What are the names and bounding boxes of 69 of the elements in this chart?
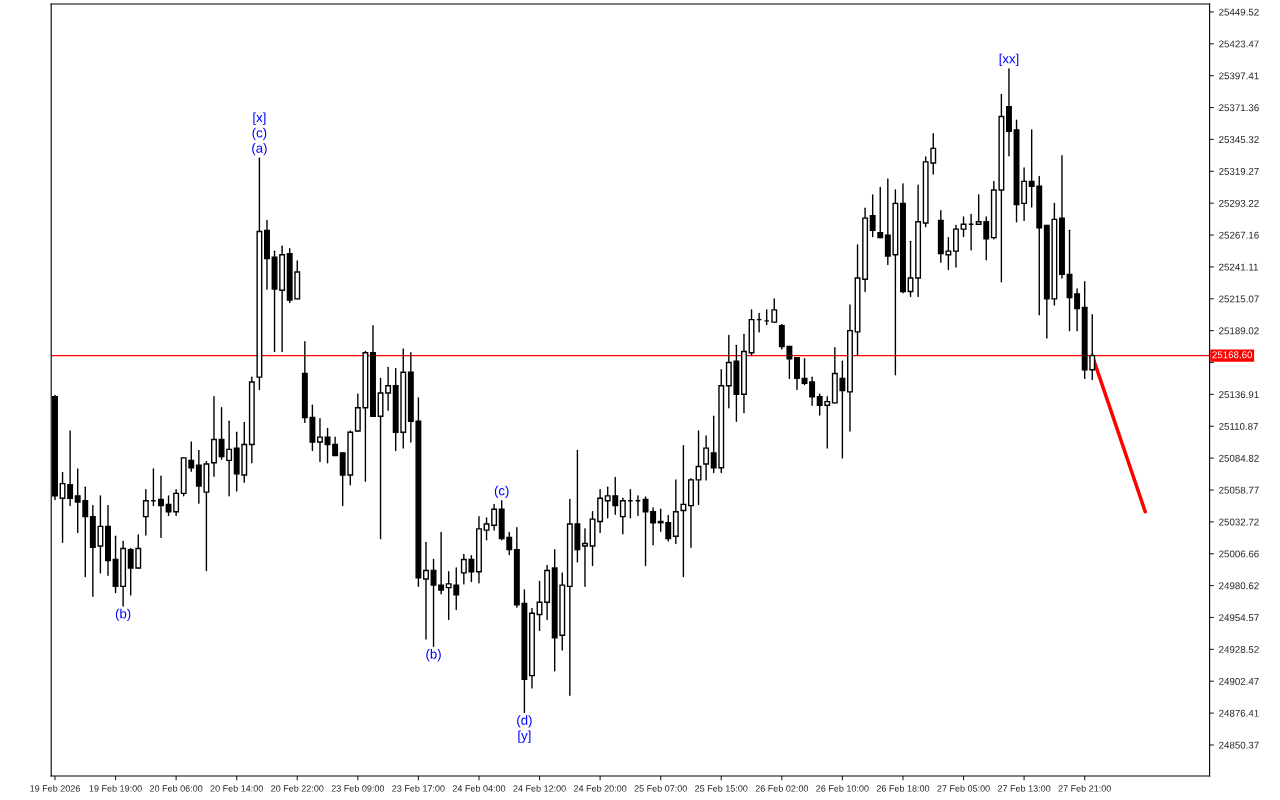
- x-tick-label: 20 Feb 14:00: [210, 785, 263, 792]
- y-tick-label: 24902.47: [1219, 677, 1259, 685]
- y-tick-label: 24850.37: [1219, 741, 1259, 749]
- candlestick: [695, 430, 702, 506]
- candlestick: [1021, 167, 1028, 222]
- candlestick: [680, 444, 687, 578]
- y-tick-label: 25293.22: [1219, 199, 1259, 207]
- y-tick-label: 25215.07: [1219, 295, 1259, 303]
- candlestick: [582, 528, 588, 588]
- candlestick: [317, 418, 323, 463]
- x-tick-label: 26 Feb 10:00: [816, 785, 869, 792]
- ref-line-label: 25168.60: [1212, 351, 1253, 359]
- x-tick-label: 25 Feb 07:00: [634, 785, 687, 792]
- x-tick-label: 24 Feb 04:00: [452, 785, 506, 792]
- y-tick-label: 25371.36: [1219, 104, 1259, 112]
- candlestick: [877, 186, 884, 239]
- y-tick-label: 25241.11: [1219, 263, 1258, 271]
- x-tick-label: 25 Feb 15:00: [695, 785, 748, 792]
- x-tick-label: 24 Feb 12:00: [513, 785, 566, 792]
- y-tick-label: 25084.82: [1219, 454, 1259, 462]
- candlestick: [619, 497, 626, 535]
- x-tick-label: 20 Feb 22:00: [271, 785, 324, 792]
- annotation: [xx]: [999, 53, 1019, 67]
- candlestick: [794, 356, 800, 391]
- y-tick-label: 25110.87: [1219, 422, 1258, 430]
- y-tick-label: 25397.41: [1219, 72, 1259, 80]
- annotation: (c): [494, 485, 509, 498]
- x-tick-label: 27 Feb 05:00: [937, 785, 990, 792]
- annotation: (d): [517, 715, 532, 728]
- candlestick: [771, 298, 778, 323]
- y-tick-label: 24954.57: [1219, 614, 1259, 622]
- annotation: [x]: [253, 112, 266, 125]
- candlestick: [960, 216, 967, 238]
- annotation: (c): [252, 127, 267, 141]
- annotation: [y]: [518, 730, 531, 743]
- x-tick-label: 19 Feb 19:00: [89, 785, 142, 792]
- y-tick-label: 25136.91: [1219, 391, 1259, 399]
- candlestick: [423, 541, 429, 640]
- candlestick: [158, 475, 164, 539]
- y-tick-label: 25267.16: [1219, 231, 1259, 239]
- candlestick: [142, 489, 149, 536]
- candlestick: [869, 194, 876, 238]
- y-tick-label: 25345.32: [1219, 136, 1259, 144]
- candlestick: [1074, 288, 1081, 332]
- x-tick-label: 27 Feb 21:00: [1058, 785, 1111, 792]
- y-tick-label: 25006.66: [1219, 550, 1259, 558]
- y-tick-label: 24876.41: [1219, 709, 1259, 717]
- y-tick-label: 24928.52: [1219, 646, 1259, 653]
- x-tick-label: 23 Feb 17:00: [392, 785, 445, 792]
- x-tick-label: 23 Feb 09:00: [331, 785, 385, 792]
- y-tick-label: 24980.62: [1219, 582, 1259, 590]
- annotation: (b): [426, 649, 441, 662]
- y-tick-label: 25032.72: [1219, 518, 1259, 526]
- x-tick-label: 19 Feb 2026: [30, 785, 80, 792]
- y-tick-label: 25319.27: [1219, 168, 1259, 175]
- y-tick-label: 25423.47: [1219, 40, 1259, 48]
- x-tick-label: 24 Feb 20:00: [573, 785, 627, 792]
- y-tick-label: 25058.77: [1219, 486, 1259, 494]
- annotation: (b): [115, 608, 131, 622]
- annotation: (a): [252, 143, 267, 156]
- candlestick: [952, 224, 959, 268]
- candlestick: [211, 396, 217, 477]
- x-tick-label: 26 Feb 18:00: [876, 785, 930, 792]
- y-tick-label: 25189.02: [1219, 327, 1259, 335]
- x-tick-label: 26 Feb 02:00: [755, 785, 809, 792]
- y-tick-label: 25449.52: [1219, 8, 1259, 16]
- x-tick-label: 20 Feb 06:00: [149, 785, 203, 792]
- candlestick: [703, 435, 710, 481]
- x-tick-label: 27 Feb 13:00: [997, 785, 1051, 792]
